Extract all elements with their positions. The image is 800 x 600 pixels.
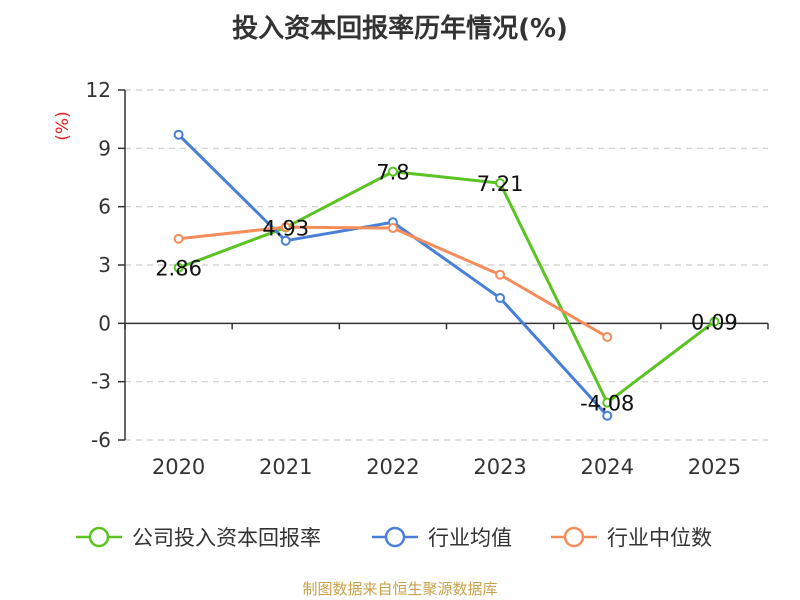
legend-marker (384, 526, 406, 548)
x-tick-label: 2025 (688, 455, 741, 479)
data-point (173, 129, 184, 140)
legend-line-marker-icon (76, 526, 122, 548)
data-point (387, 166, 398, 177)
legend-item-company[interactable]: 公司投入资本回报率 (74, 520, 321, 554)
y-tick-label: 6 (98, 195, 111, 219)
data-label: 7.8 (376, 161, 409, 185)
legend-label: 行业均值 (428, 526, 512, 550)
data-point (495, 293, 506, 304)
data-point (602, 331, 613, 342)
data-point (387, 223, 398, 234)
legend-line-marker-icon (551, 526, 597, 548)
data-point (709, 316, 720, 327)
data-point (173, 233, 184, 244)
legend-label: 行业中位数 (607, 526, 712, 550)
source-note: 制图数据来自恒生聚源数据库 (302, 580, 498, 598)
series-line-1 (178, 170, 716, 405)
legend-line-marker-icon (372, 526, 418, 548)
data-label: 0.09 (691, 311, 738, 335)
legend-marker (88, 526, 110, 548)
data-point (602, 397, 613, 408)
x-tick-label: 2023 (473, 455, 526, 479)
legend-item-industry-mean[interactable]: 行业均值 (370, 520, 512, 554)
y-tick-label: -6 (91, 428, 111, 452)
data-point (280, 235, 291, 246)
y-axis-label: (%) (53, 111, 73, 140)
data-label: 2.86 (155, 257, 202, 281)
data-label: -4.08 (580, 392, 634, 416)
x-tick-label: 2022 (366, 455, 419, 479)
y-tick-label: 9 (98, 136, 111, 160)
legend: 公司投入资本回报率 行业均值 行业中位数 (0, 520, 800, 554)
y-tick-label: -3 (91, 370, 111, 394)
grid-lines (125, 89, 768, 441)
data-point (173, 262, 184, 273)
chart-title: 投入资本回报率历年情况(%) (232, 14, 568, 44)
data-point (495, 178, 506, 189)
series-lines (173, 129, 720, 421)
x-tick-label: 2024 (581, 455, 634, 479)
legend-label: 公司投入资本回报率 (132, 526, 321, 550)
legend-marker (563, 526, 585, 548)
x-tick-label: 2021 (259, 455, 312, 479)
y-tick-label: 3 (98, 253, 111, 277)
legend-item-industry-median[interactable]: 行业中位数 (549, 520, 712, 554)
y-tick-label: 12 (86, 78, 111, 102)
axes: 12 9 6 3 0 -3 -6 2020 2021 2022 2023 2024 2025 (%) (53, 78, 769, 479)
data-label: 7.21 (477, 172, 524, 196)
data-point (602, 410, 613, 421)
data-labels: 2.86 4.93 7.8 7.21 -4.08 0.09 (155, 161, 738, 416)
y-tick-label: 0 (98, 311, 111, 335)
data-label: 4.93 (262, 216, 309, 240)
data-point (495, 269, 506, 280)
data-point (280, 222, 291, 233)
x-tick-label: 2020 (152, 455, 205, 479)
